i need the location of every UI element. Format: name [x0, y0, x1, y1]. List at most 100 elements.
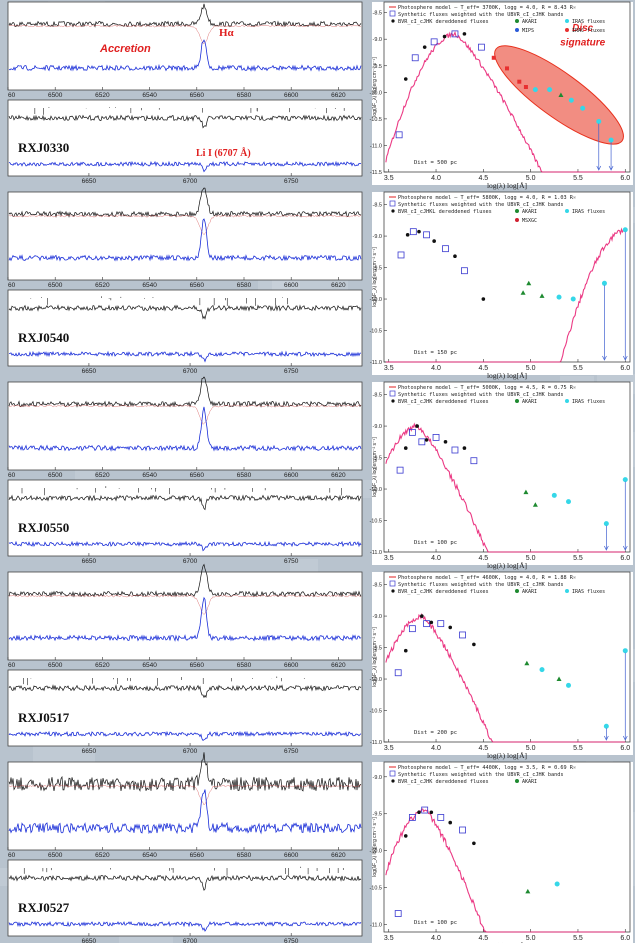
legend-photometry-swatch [391, 399, 395, 403]
sed-x-axis-label: log(λ) log[Å] [487, 751, 527, 760]
sed-y-tick-label: -11.5 [370, 170, 382, 176]
sed-x-tick-label: 4.0 [431, 365, 441, 372]
observed-spectrum-lithium [8, 304, 362, 320]
photosphere-model-curve [385, 808, 626, 933]
dereddened-flux-marker [462, 446, 467, 450]
legend-photometry-swatch [391, 589, 395, 593]
legend-entry: BVR_cI_cJHK dereddened fluxes [398, 19, 489, 25]
legend-entry: Photosphere model – T_eff= 5800K, logg =… [398, 195, 576, 201]
legend-entry: BVR_cI_cJHK dereddened fluxes [398, 399, 489, 405]
legend-entry: MSXGC [522, 218, 537, 224]
sed-x-tick-label: 5.5 [573, 745, 583, 752]
legend-entry: IRAS fluxes [572, 399, 605, 405]
halpha-tick-label: 6560 [190, 472, 205, 479]
iras-flux-marker [566, 682, 571, 688]
synthetic-flux-marker [394, 669, 402, 677]
halpha-tick-label: 6520 [95, 662, 110, 669]
sed-y-tick-label: -9.0 [373, 614, 382, 620]
legend-marker-swatch [565, 399, 569, 403]
sed-x-tick-label: 5.0 [526, 555, 536, 562]
sed-y-tick-label: -9.5 [373, 64, 382, 70]
sed-x-tick-label: 5.0 [526, 935, 536, 942]
upper-limit-arrowhead [596, 165, 602, 171]
irac-flux-marker [491, 55, 496, 60]
halpha-panel [7, 381, 363, 471]
sed-y-tick-label: -9.5 [373, 456, 382, 462]
sed-x-tick-label: 6.0 [620, 365, 630, 372]
photosphere-model-curve [385, 30, 626, 173]
halpha-tick-label: 6580 [237, 662, 252, 669]
irac-flux-marker [517, 79, 522, 84]
legend-entry: Photosphere model – T_eff= 4600K, logg =… [398, 575, 576, 581]
legend-marker-swatch [565, 209, 569, 213]
dereddened-flux-marker [403, 77, 408, 81]
akari-flux-marker [525, 888, 531, 894]
sed-x-tick-label: 6.0 [620, 935, 630, 942]
dereddened-flux-marker [442, 34, 447, 39]
legend-entry: Photosphere model – T_eff= 5000K, logg =… [398, 385, 576, 391]
legend-entry: AKARI [522, 589, 537, 595]
legend-entry: AKARI [522, 209, 537, 215]
sed-y-tick-label: -10.0 [369, 297, 382, 303]
sed-x-tick-label: 4.0 [431, 745, 441, 752]
legend-marker-swatch [515, 779, 519, 783]
lithium-tick-label: 6700 [183, 178, 198, 185]
dereddened-flux-marker [429, 620, 434, 625]
halpha-tick-label: 6540 [142, 472, 157, 479]
akari-flux-marker [556, 676, 562, 682]
synthetic-flux-marker [437, 620, 445, 628]
synthetic-flux-marker [459, 631, 466, 639]
legend-entry: MIPS [522, 28, 534, 34]
lithium-panel [7, 479, 363, 557]
sed-x-tick-label: 3.5 [384, 935, 394, 942]
sed-y-tick-label: -8.5 [373, 11, 382, 17]
sed-y-tick-label: -11.0 [370, 740, 382, 746]
comparison-spectrum-halpha [8, 596, 362, 642]
sed-y-tick-label: -9.5 [373, 646, 382, 652]
synthetic-flux-marker [395, 131, 403, 139]
legend-entry: Synthetic fluxes weighted with the UBVR_… [398, 12, 564, 18]
star-name-label: RXJ0550 [18, 520, 69, 535]
upper-limit-arrowhead [622, 355, 628, 361]
observed-spectrum-halpha [8, 376, 362, 408]
sed-y-axis-label: log(λF_λ) log[erg cm⁻² s⁻¹] [372, 57, 378, 117]
sed-panel-background [372, 382, 633, 565]
halpha-tick-label: 60 [8, 852, 16, 859]
iras-flux-marker [601, 280, 607, 286]
sed-x-tick-label: 4.0 [431, 555, 441, 562]
iras-flux-marker [603, 521, 609, 527]
dereddened-flux-marker [424, 438, 429, 442]
sed-y-tick-label: -9.0 [373, 424, 382, 430]
sed-panel-background [372, 572, 633, 755]
lithium-tick-label: 6750 [284, 368, 299, 375]
legend-entry: Synthetic fluxes weighted with the UBVR_… [398, 392, 564, 398]
sed-y-axis-label: log(λF_λ) log[erg cm⁻² s⁻¹] [372, 627, 378, 687]
comparison-spectrum-lithium [8, 350, 361, 363]
legend-synthetic-swatch [389, 580, 396, 587]
legend-synthetic-swatch [389, 200, 396, 207]
iras-flux-marker [608, 137, 614, 143]
halpha-tick-label: 6500 [48, 92, 63, 99]
legend-entry: IRAS fluxes [572, 589, 605, 595]
comparison-spectrum-lithium [8, 730, 362, 741]
halpha-tick-label: 6560 [190, 852, 205, 859]
halpha-tick-label: 6600 [284, 282, 299, 289]
model-spectrum-halpha [8, 214, 361, 236]
halpha-tick-label: 6620 [331, 852, 346, 859]
synthetic-flux-marker [432, 434, 440, 441]
sed-y-tick-label: -10.5 [369, 519, 382, 525]
synthetic-flux-marker [423, 231, 430, 239]
dereddened-flux-marker [403, 648, 408, 653]
lithium-tick-label: 6750 [284, 558, 299, 565]
halpha-tick-label: 6520 [95, 282, 110, 289]
disc-signature-group [494, 45, 624, 145]
distance-label: Dist = 500 pc [414, 160, 457, 166]
lithium-panel [7, 669, 363, 747]
legend-marker-swatch [565, 28, 569, 32]
sed-y-axis-label: log(λF_λ) log[erg cm⁻² s⁻¹] [372, 817, 378, 877]
dereddened-flux-marker [422, 45, 427, 49]
halpha-tick-label: 6560 [190, 92, 205, 99]
observed-spectrum-lithium [8, 114, 362, 129]
lithium-tick-label: 6700 [183, 368, 198, 375]
accretion-annotation: Accretion [99, 43, 151, 55]
